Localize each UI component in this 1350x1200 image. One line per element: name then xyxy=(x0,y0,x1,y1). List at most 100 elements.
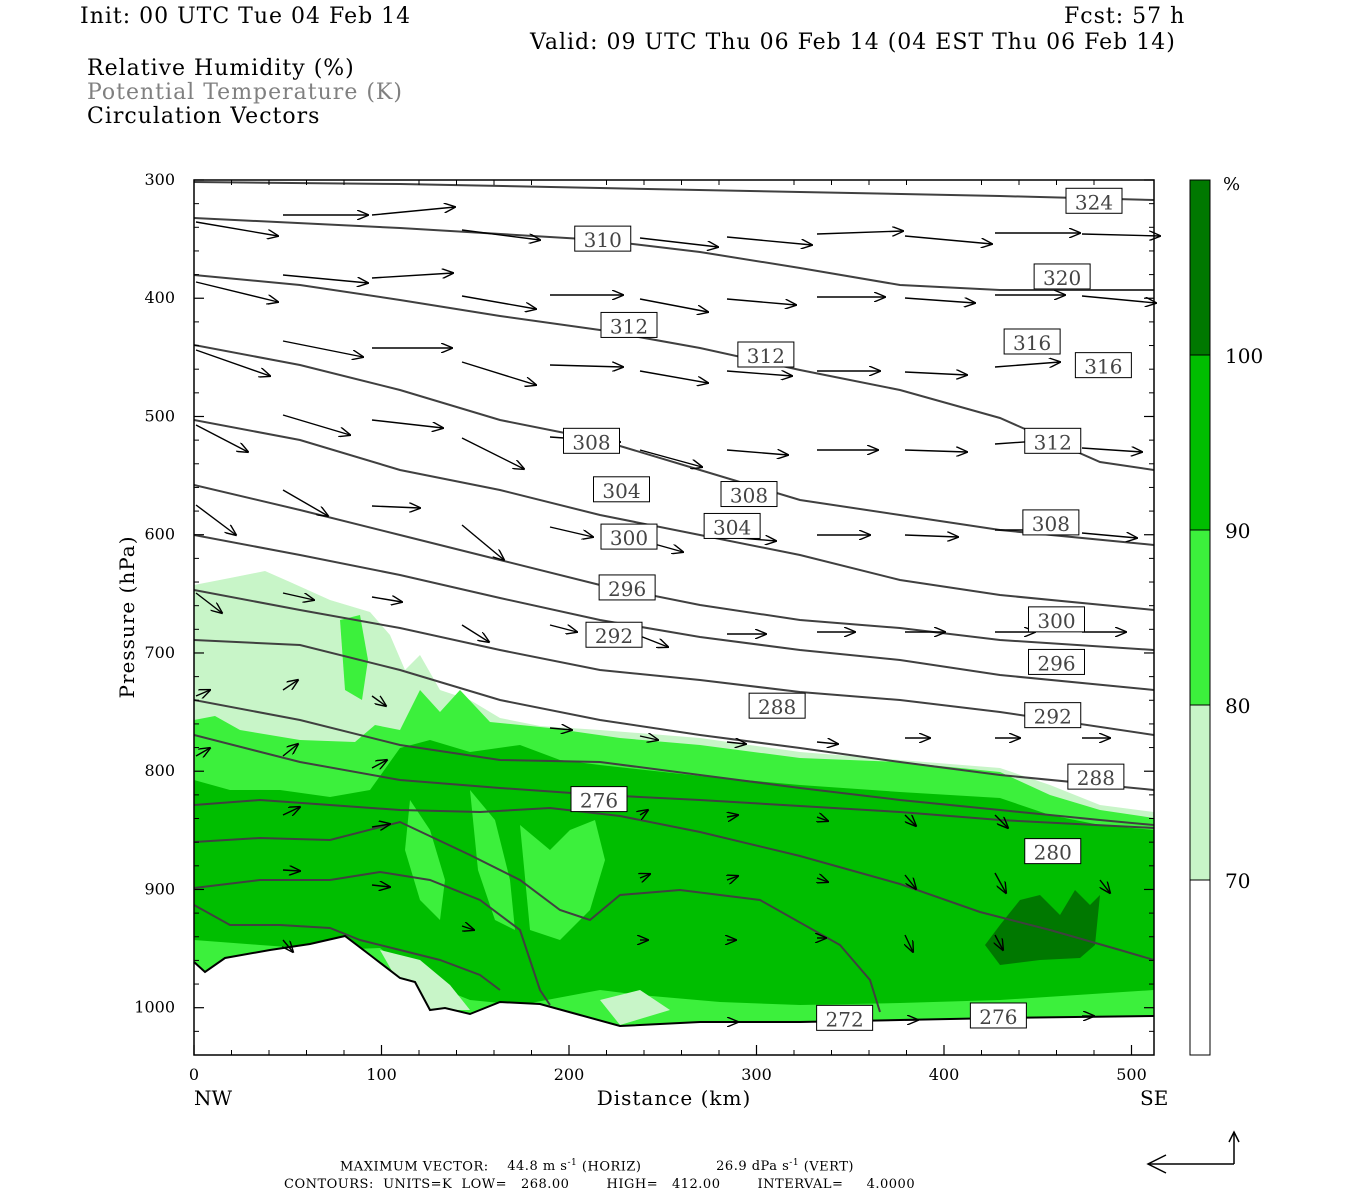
theta-label: 312 xyxy=(747,344,785,368)
theta-label: 312 xyxy=(1034,430,1072,454)
rh-80-pocket-c xyxy=(520,820,605,940)
rh-80-pocket-b xyxy=(470,790,515,930)
y-tick-label: 500 xyxy=(144,406,175,425)
colorbar-unit: % xyxy=(1223,174,1240,195)
theta-label-box xyxy=(598,574,656,601)
theta-label-box xyxy=(1033,263,1091,290)
vector-arrow xyxy=(282,274,368,283)
vector-arrow xyxy=(640,874,650,878)
theta-label-box xyxy=(570,786,628,813)
vector-arrow xyxy=(371,273,453,279)
theta-label-box xyxy=(1003,328,1061,355)
vector-arrow xyxy=(727,815,738,817)
vector-arrow xyxy=(282,680,298,691)
theta-contour-312 xyxy=(194,344,1154,546)
legend-vectors: Circulation Vectors xyxy=(87,104,321,129)
x-tick-label: 400 xyxy=(929,1065,960,1084)
vector-arrow xyxy=(282,807,300,815)
vector-arrow xyxy=(195,748,210,756)
y-tick-label: 900 xyxy=(144,879,175,898)
vector-arrow xyxy=(726,298,796,305)
legend-rh: Relative Humidity (%) xyxy=(87,56,355,81)
y-tick-label: 1000 xyxy=(134,998,175,1017)
vector-arrow xyxy=(727,876,738,880)
vector-arrow xyxy=(904,298,975,303)
x-tick-label: 0 xyxy=(189,1065,199,1084)
vector-arrow xyxy=(282,340,363,357)
vector-arrow xyxy=(726,236,812,245)
vector-arrow xyxy=(282,414,350,435)
vector-arrow xyxy=(371,207,455,216)
vector-arrow xyxy=(726,371,792,376)
vector-arrow xyxy=(461,361,536,385)
se-end-label: SE xyxy=(1140,1086,1168,1110)
vector-arrow xyxy=(1081,234,1160,236)
theta-contour-276-b xyxy=(194,870,551,1006)
vector-arrow xyxy=(817,878,828,882)
theta-label-box xyxy=(563,427,620,454)
theta-label: 300 xyxy=(610,526,648,550)
vector-arrow xyxy=(1081,533,1137,538)
theta-label-box xyxy=(593,476,650,503)
vector-arrow xyxy=(195,349,270,376)
theta-label-box xyxy=(703,512,761,539)
x-tick-label: 500 xyxy=(1116,1065,1147,1084)
theta-label: 304 xyxy=(602,479,640,503)
vector-arrow xyxy=(195,504,236,535)
theta-contour-324 xyxy=(194,181,1154,201)
vector-arrow xyxy=(726,742,746,744)
vector-arrow xyxy=(282,744,298,757)
theta-label-box xyxy=(585,621,643,648)
vector-scale-vertical-head xyxy=(1228,1130,1240,1143)
terrain-mask xyxy=(194,936,1154,1055)
colorbar-swatch xyxy=(1190,355,1210,530)
x-tick-label: 200 xyxy=(554,1065,585,1084)
x-axis-title: Distance (km) xyxy=(597,1086,752,1110)
theta-label: 276 xyxy=(580,789,618,813)
theta-label-box xyxy=(1074,352,1132,379)
vector-arrow xyxy=(1081,448,1142,452)
theta-label-box xyxy=(1067,763,1125,790)
vector-arrow xyxy=(549,526,593,537)
circulation-vectors xyxy=(195,207,1160,1022)
y-tick-label: 600 xyxy=(144,525,175,544)
vector-arrow xyxy=(282,870,300,871)
forecast-hour: Fcst: 57 h xyxy=(1064,4,1186,29)
colorbar-swatch xyxy=(1190,880,1210,1055)
vector-arrow xyxy=(195,690,210,696)
vector-arrow xyxy=(1081,295,1156,303)
max-vector-label: MAXIMUM VECTOR: xyxy=(340,1159,489,1175)
theta-label: 304 xyxy=(713,515,751,539)
colorbar-swatch xyxy=(1190,705,1210,880)
theta-label: 324 xyxy=(1075,190,1113,214)
vector-arrow xyxy=(639,635,668,647)
contours-info: CONTOURS: UNITS=K LOW= 268.00 HIGH= 412.… xyxy=(284,1177,916,1192)
colorbar-label: 80 xyxy=(1225,694,1250,718)
rh-70-pocket-surface xyxy=(380,950,470,1010)
theta-contour-280 xyxy=(194,798,1154,961)
vector-arrow xyxy=(461,524,504,560)
y-tick-label: 400 xyxy=(144,288,175,307)
theta-label: 312 xyxy=(610,314,648,338)
theta-contour-292 xyxy=(194,639,1154,791)
x-tick-label: 300 xyxy=(741,1065,772,1084)
colorbar: 70 80 90 100% xyxy=(1189,174,1263,1056)
vector-arrow xyxy=(195,424,248,452)
vector-arrow xyxy=(371,760,387,768)
vector-arrow xyxy=(905,934,913,952)
theta-label-box xyxy=(1065,187,1123,214)
vector-arrow xyxy=(282,592,314,600)
y-tick-label: 800 xyxy=(144,761,175,780)
theta-label-box xyxy=(748,692,806,719)
vector-scale-key xyxy=(1146,1130,1240,1174)
horiz-vector-exponent: -1 xyxy=(567,1158,578,1168)
theta-label: 316 xyxy=(1084,355,1122,379)
y-axis-title: Pressure (hPa) xyxy=(115,536,139,699)
vector-arrow xyxy=(461,229,540,240)
theta-label-box xyxy=(737,341,795,368)
vector-arrow xyxy=(994,362,1060,367)
theta-label: 292 xyxy=(1034,705,1072,729)
theta-label-box xyxy=(1024,838,1082,865)
vector-arrow xyxy=(283,939,293,952)
horiz-vector-tag: (HORIZ) xyxy=(581,1159,642,1175)
